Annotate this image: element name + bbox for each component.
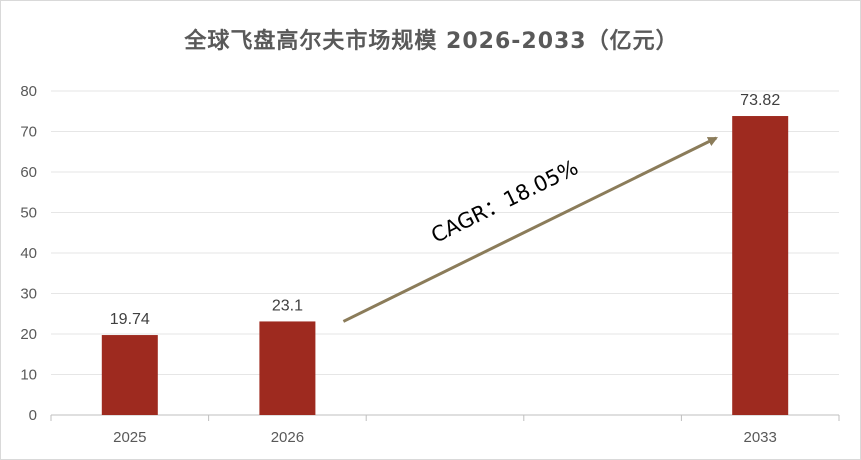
y-tick-label: 50 bbox=[20, 205, 37, 222]
y-tick-label: 0 bbox=[29, 407, 37, 424]
y-tick-label: 20 bbox=[20, 326, 37, 343]
y-tick-label: 70 bbox=[20, 124, 37, 141]
y-tick-label: 80 bbox=[20, 83, 37, 100]
data-label: 73.82 bbox=[740, 92, 780, 109]
y-tick-label: 10 bbox=[20, 367, 37, 384]
y-tick-label: 40 bbox=[20, 245, 37, 262]
bars bbox=[101, 116, 789, 416]
x-tick-label: 2025 bbox=[113, 429, 146, 446]
bar bbox=[101, 335, 158, 415]
grid-lines bbox=[51, 90, 839, 375]
cagr-arrow bbox=[342, 136, 718, 323]
cagr-label: CAGR：18.05% bbox=[427, 155, 582, 247]
bar bbox=[732, 116, 789, 416]
x-tick-label: 2026 bbox=[271, 429, 304, 446]
data-label: 19.74 bbox=[110, 311, 150, 328]
bar bbox=[259, 321, 316, 415]
x-tick-label: 2033 bbox=[744, 429, 777, 446]
data-labels: 19.74 23.1 73.82 bbox=[110, 92, 781, 328]
y-tick-label: 30 bbox=[20, 286, 37, 303]
y-tick-label: 60 bbox=[20, 164, 37, 181]
chart-title: 全球飞盘高尔夫市场规模 2026-2033（亿元） bbox=[184, 29, 679, 54]
data-label: 23.1 bbox=[272, 297, 303, 314]
axes: 0 10 20 30 40 50 60 70 80 2025 2026 2033 bbox=[20, 83, 840, 446]
